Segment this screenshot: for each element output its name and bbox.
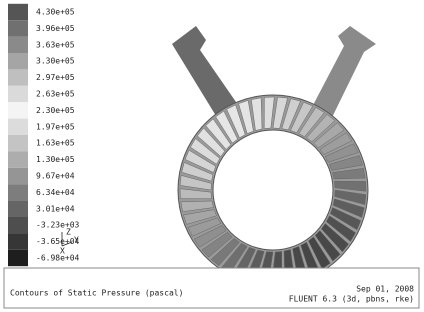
legend-label: -3.23e+03 bbox=[36, 221, 80, 230]
color-swatch bbox=[8, 53, 28, 69]
color-swatch bbox=[8, 37, 28, 53]
legend-label: 3.63e+05 bbox=[36, 40, 75, 49]
legend-label: 3.30e+05 bbox=[36, 57, 75, 66]
color-swatch bbox=[8, 201, 28, 217]
legend-label: 3.01e+04 bbox=[36, 204, 75, 213]
color-swatch bbox=[8, 184, 28, 200]
legend-label: 1.30e+05 bbox=[36, 155, 75, 164]
legend-label: 1.63e+05 bbox=[36, 139, 75, 148]
color-swatch bbox=[8, 86, 28, 102]
legend-label: 3.96e+05 bbox=[36, 24, 75, 33]
triad-z: Z bbox=[66, 228, 71, 237]
color-swatch bbox=[8, 69, 28, 85]
color-swatch bbox=[8, 102, 28, 118]
legend-label: 2.30e+05 bbox=[36, 106, 75, 115]
color-swatch bbox=[8, 168, 28, 184]
triad-x: X bbox=[60, 247, 65, 256]
legend-label: 1.97e+05 bbox=[36, 122, 75, 131]
legend-label: -3.65e+04 bbox=[36, 237, 80, 246]
legend-label: 4.30e+05 bbox=[36, 8, 75, 17]
legend-label: 2.97e+05 bbox=[36, 73, 75, 82]
footer-version: FLUENT 6.3 (3d, pbns, rke) bbox=[289, 295, 414, 304]
legend-label: 6.34e+04 bbox=[36, 188, 75, 197]
triad-y: Y bbox=[74, 236, 79, 245]
color-swatch bbox=[8, 217, 28, 233]
color-swatch bbox=[8, 250, 28, 266]
legend-label: -6.98e+04 bbox=[36, 254, 80, 263]
ring-inner bbox=[213, 130, 333, 250]
color-swatch bbox=[8, 20, 28, 36]
legend-label: 9.67e+04 bbox=[36, 172, 75, 181]
fluent-window: 4.30e+05 3.96e+05 3.63e+05 3.30e+05 2.97e+05… bbox=[0, 0, 424, 312]
footer-date: Sep 01, 2008 bbox=[356, 285, 414, 294]
color-swatch bbox=[8, 151, 28, 167]
color-swatch bbox=[8, 119, 28, 135]
color-swatch bbox=[8, 4, 28, 20]
color-swatch bbox=[8, 233, 28, 249]
color-swatch bbox=[8, 135, 28, 151]
legend-label: 2.63e+05 bbox=[36, 90, 75, 99]
footer-title: Contours of Static Pressure (pascal) bbox=[10, 289, 183, 298]
